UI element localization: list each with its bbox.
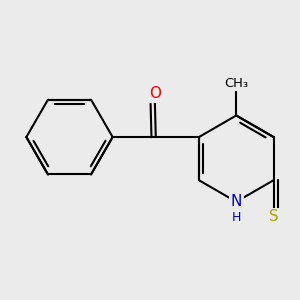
- Text: S: S: [269, 209, 278, 224]
- Text: O: O: [148, 86, 160, 101]
- Text: H: H: [232, 212, 241, 224]
- Text: N: N: [231, 194, 242, 209]
- Text: CH₃: CH₃: [224, 76, 248, 90]
